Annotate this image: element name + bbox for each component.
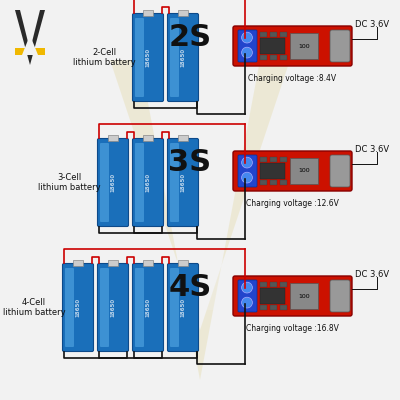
FancyBboxPatch shape: [168, 14, 198, 102]
Circle shape: [242, 47, 252, 58]
FancyBboxPatch shape: [135, 18, 144, 97]
Bar: [270, 157, 277, 162]
FancyBboxPatch shape: [98, 264, 128, 352]
Text: 100: 100: [298, 168, 310, 174]
FancyBboxPatch shape: [132, 14, 164, 102]
FancyBboxPatch shape: [170, 143, 179, 222]
Text: 4-Cell
lithium battery: 4-Cell lithium battery: [3, 298, 65, 317]
FancyBboxPatch shape: [135, 268, 144, 347]
Text: 2-Cell
lithium battery: 2-Cell lithium battery: [73, 48, 135, 67]
Bar: [280, 180, 287, 185]
Bar: [260, 305, 267, 310]
Text: 18650: 18650: [146, 298, 150, 317]
Circle shape: [242, 32, 252, 43]
FancyBboxPatch shape: [330, 155, 350, 187]
Bar: [260, 38, 285, 54]
FancyBboxPatch shape: [238, 280, 257, 312]
FancyBboxPatch shape: [233, 151, 352, 191]
Circle shape: [242, 282, 252, 293]
FancyBboxPatch shape: [233, 26, 352, 66]
Bar: [270, 305, 277, 310]
FancyBboxPatch shape: [233, 276, 352, 316]
FancyBboxPatch shape: [132, 138, 164, 226]
FancyBboxPatch shape: [170, 268, 179, 347]
Text: 2S: 2S: [168, 23, 212, 52]
Polygon shape: [110, 60, 290, 380]
Bar: [143, 10, 153, 16]
FancyBboxPatch shape: [62, 264, 94, 352]
Bar: [260, 180, 267, 185]
Text: 3S: 3S: [168, 148, 212, 177]
Text: Charging voltage :12.6V: Charging voltage :12.6V: [246, 199, 339, 208]
Polygon shape: [15, 10, 45, 65]
Bar: [15, 48, 45, 55]
Text: 18650: 18650: [180, 48, 186, 67]
Bar: [290, 33, 318, 59]
FancyBboxPatch shape: [170, 18, 179, 97]
Bar: [108, 135, 118, 141]
Bar: [280, 157, 287, 162]
FancyBboxPatch shape: [100, 268, 109, 347]
FancyBboxPatch shape: [135, 143, 144, 222]
FancyBboxPatch shape: [132, 264, 164, 352]
FancyBboxPatch shape: [168, 264, 198, 352]
Text: 100: 100: [298, 44, 310, 48]
Text: DC 3.6V: DC 3.6V: [355, 20, 389, 29]
Polygon shape: [22, 35, 38, 55]
Bar: [178, 10, 188, 16]
Bar: [270, 55, 277, 60]
FancyBboxPatch shape: [330, 280, 350, 312]
Polygon shape: [155, 200, 245, 310]
Bar: [270, 180, 277, 185]
Text: 18650: 18650: [110, 173, 116, 192]
FancyBboxPatch shape: [330, 30, 350, 62]
Text: 18650: 18650: [110, 298, 116, 317]
Circle shape: [242, 297, 252, 308]
Bar: [290, 283, 318, 309]
FancyBboxPatch shape: [238, 30, 257, 62]
Bar: [260, 288, 285, 304]
Text: 18650: 18650: [180, 298, 186, 317]
Bar: [73, 260, 83, 266]
Text: 18650: 18650: [180, 173, 186, 192]
Text: DC 3.6V: DC 3.6V: [355, 270, 389, 279]
Bar: [290, 158, 318, 184]
Text: 3-Cell
lithium battery: 3-Cell lithium battery: [38, 173, 100, 192]
Bar: [178, 135, 188, 141]
Text: Charging voltage :8.4V: Charging voltage :8.4V: [248, 74, 336, 83]
Bar: [260, 55, 267, 60]
Bar: [260, 282, 267, 287]
Bar: [260, 32, 267, 37]
Bar: [280, 32, 287, 37]
Circle shape: [242, 172, 252, 183]
Text: 18650: 18650: [146, 48, 150, 67]
Bar: [280, 305, 287, 310]
Text: 100: 100: [298, 294, 310, 298]
Text: 18650: 18650: [146, 173, 150, 192]
Bar: [260, 157, 267, 162]
FancyBboxPatch shape: [100, 143, 109, 222]
Bar: [270, 282, 277, 287]
FancyBboxPatch shape: [65, 268, 74, 347]
FancyBboxPatch shape: [168, 138, 198, 226]
Bar: [178, 260, 188, 266]
Text: 18650: 18650: [76, 298, 80, 317]
FancyBboxPatch shape: [98, 138, 128, 226]
Text: Charging voltage :16.8V: Charging voltage :16.8V: [246, 324, 339, 333]
Bar: [143, 260, 153, 266]
Bar: [108, 260, 118, 266]
Text: 4S: 4S: [168, 273, 212, 302]
Bar: [270, 32, 277, 37]
Circle shape: [242, 157, 252, 168]
Bar: [280, 55, 287, 60]
FancyBboxPatch shape: [238, 155, 257, 187]
Bar: [260, 163, 285, 179]
Bar: [143, 135, 153, 141]
Bar: [280, 282, 287, 287]
Text: DC 3.6V: DC 3.6V: [355, 145, 389, 154]
